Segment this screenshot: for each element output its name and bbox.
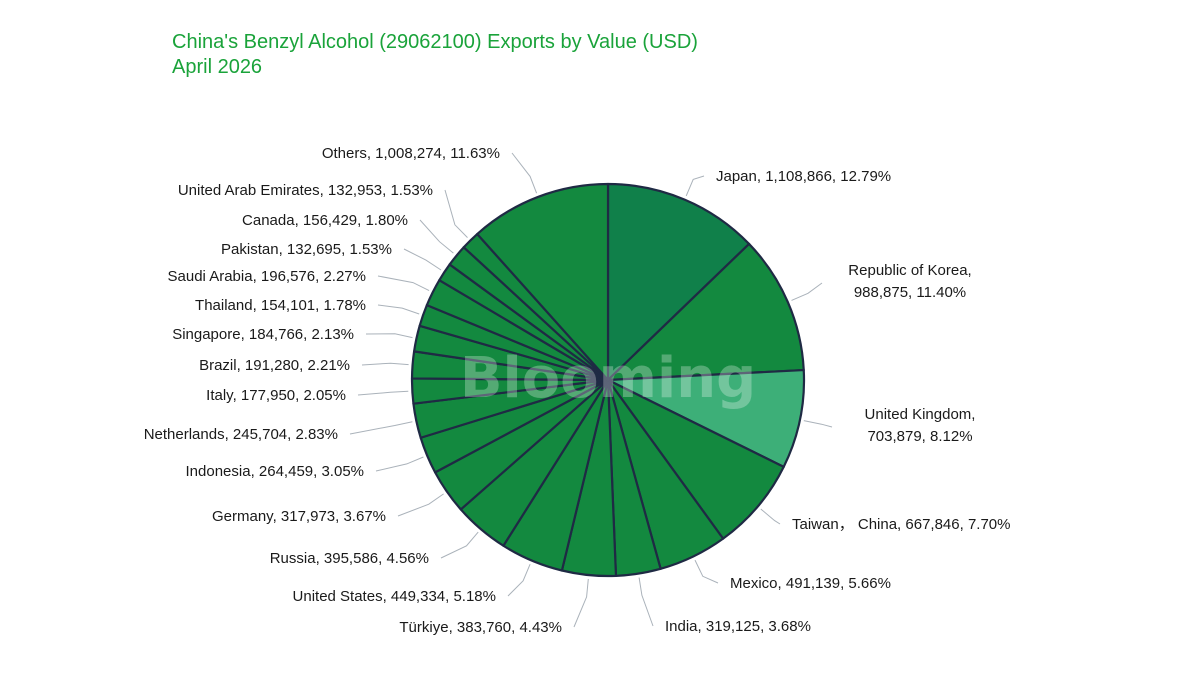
pie-label-indonesia: Indonesia, 264,459, 3.05% <box>186 463 364 480</box>
pie-label-united-states: United States, 449,334, 5.18% <box>293 588 496 605</box>
pie-label-united-arab-emirates: United Arab Emirates, 132,953, 1.53% <box>178 182 433 199</box>
pie-label-singapore: Singapore, 184,766, 2.13% <box>172 326 354 343</box>
pie-slice-japan <box>606 182 751 382</box>
pie-label-japan: Japan, 1,108,866, 12.79% <box>716 168 891 185</box>
pie-label-india: India, 319,125, 3.68% <box>665 618 811 635</box>
pie-label-brazil: Brazil, 191,280, 2.21% <box>199 357 350 374</box>
leader-line-canada <box>419 219 454 254</box>
leader-line-germany <box>397 493 444 517</box>
leader-line-united-arab-emirates <box>444 189 468 238</box>
chart-subtitle: April 2026 <box>172 56 263 78</box>
leader-line-mexico <box>694 559 719 584</box>
leader-line-japan <box>685 175 705 197</box>
leader-line-indonesia <box>375 456 424 472</box>
pie-label-others: Others, 1,008,274, 11.63% <box>322 145 500 162</box>
leader-line-singapore <box>365 333 413 339</box>
leader-line-netherlands <box>349 421 413 435</box>
leader-line-pakistan <box>403 248 442 271</box>
leader-line-russia <box>440 531 479 559</box>
pie-label-saudi-arabia: Saudi Arabia, 196,576, 2.27% <box>168 268 367 285</box>
leader-line-united-kingdom <box>803 420 833 428</box>
leader-line-republic-of-korea <box>791 282 823 301</box>
leader-line-t-rkiye <box>573 578 589 628</box>
leader-line-thailand <box>377 304 420 315</box>
pie-label-italy: Italy, 177,950, 2.05% <box>206 387 346 404</box>
pie-label-mexico: Mexico, 491,139, 5.66% <box>730 575 891 592</box>
pie-slices <box>410 182 806 578</box>
chart-title: China's Benzyl Alcohol (29062100) Export… <box>172 31 698 53</box>
leader-line-brazil <box>361 362 409 366</box>
leader-line-others <box>511 152 538 194</box>
pie-label-germany: Germany, 317,973, 3.67% <box>212 508 386 525</box>
leader-line-india <box>638 577 654 627</box>
pie-slice-others <box>476 182 610 382</box>
pie-slice-taiwan-china <box>606 378 785 540</box>
chart-title-block: China's Benzyl Alcohol (29062100) Export… <box>172 30 698 80</box>
pie-label-pakistan: Pakistan, 132,695, 1.53% <box>221 241 392 258</box>
pie-label-canada: Canada, 156,429, 1.80% <box>242 212 408 229</box>
pie-labels: Japan, 1,108,866, 12.79% Republic of Kore… <box>144 145 1011 636</box>
leader-line-saudi-arabia <box>377 275 430 292</box>
leader-line-taiwan-china <box>760 508 781 525</box>
pie-label-united-kingdom: United Kingdom, 703,879, 8.12% <box>865 406 976 445</box>
leader-line-italy <box>357 390 409 396</box>
pie-label-republic-of-korea: Republic of Korea, 988,875, 11.40% <box>848 262 971 301</box>
pie-label-thailand: Thailand, 154,101, 1.78% <box>195 297 366 314</box>
pie-label-t-rkiye: Türkiye, 383,760, 4.43% <box>399 619 562 636</box>
leader-line-united-states <box>507 564 531 597</box>
watermark: Blooming <box>460 346 756 411</box>
pie-label-netherlands: Netherlands, 245,704, 2.83% <box>144 426 338 443</box>
pie-label-russia: Russia, 395,586, 4.56% <box>270 550 429 567</box>
pie-slice-republic-of-korea <box>606 242 805 382</box>
pie-label-taiwan-china: Taiwan， China, 667,846, 7.70% <box>792 516 1010 533</box>
pie-slice-united-kingdom <box>606 368 806 468</box>
